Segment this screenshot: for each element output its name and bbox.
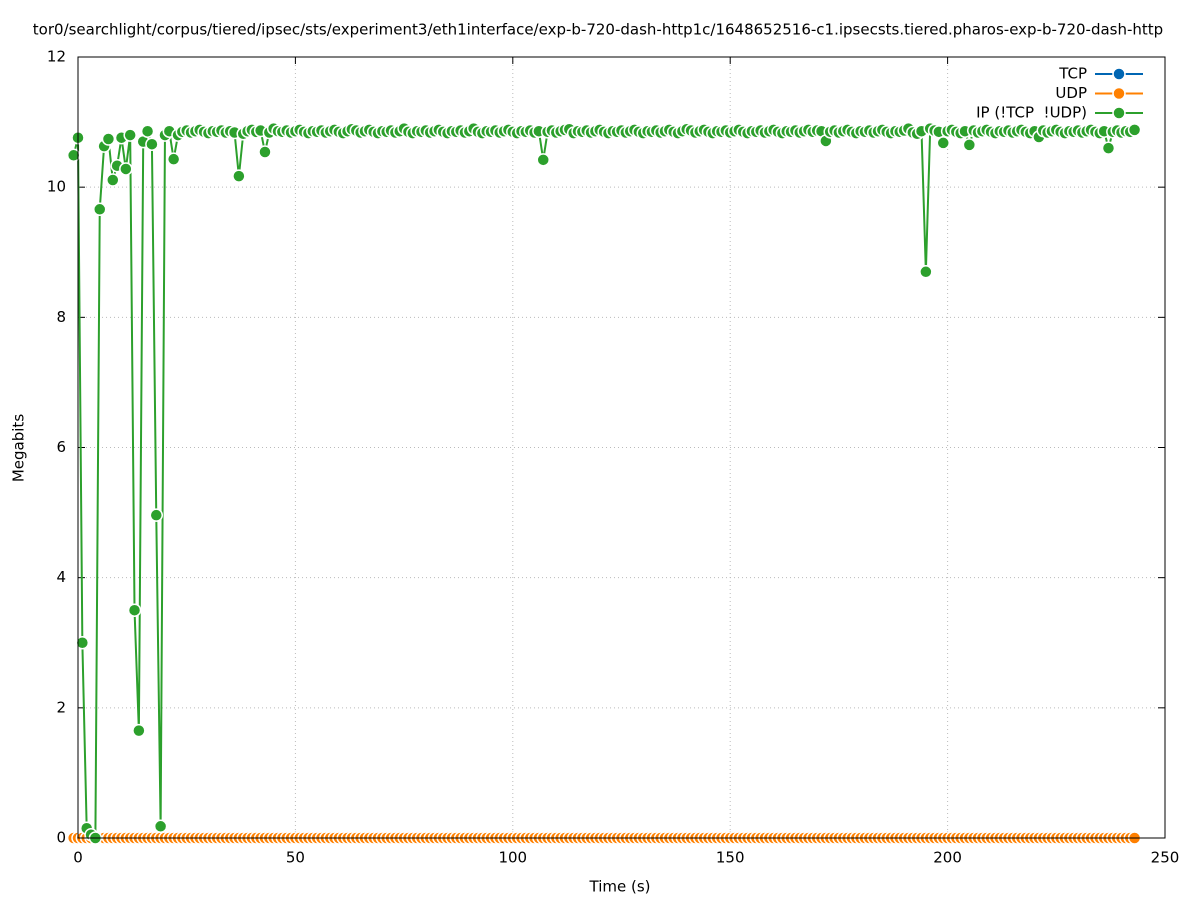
data-point	[145, 137, 159, 151]
x-tick-label: 150	[716, 849, 745, 867]
data-point	[66, 148, 81, 163]
x-tick-label: 250	[1151, 849, 1180, 867]
y-tick-label: 12	[47, 48, 66, 66]
legend-marker	[1112, 67, 1126, 81]
data-point	[153, 819, 168, 834]
data-point	[119, 162, 133, 176]
data-point	[140, 124, 155, 138]
data-point	[536, 153, 550, 167]
data-point	[149, 508, 164, 522]
data-point	[1127, 123, 1142, 137]
x-tick-label: 0	[73, 849, 83, 867]
data-point	[132, 723, 146, 738]
legend-label: IP (!TCP !UDP)	[976, 104, 1087, 122]
data-point	[166, 152, 181, 166]
data-point	[92, 202, 107, 217]
data-point	[232, 169, 246, 183]
data-point	[123, 128, 137, 142]
data-point	[962, 138, 977, 152]
data-point	[919, 265, 933, 279]
y-tick-label: 8	[56, 308, 66, 326]
legend-marker	[1112, 106, 1126, 120]
x-tick-label: 100	[498, 849, 527, 867]
plot-border	[77, 56, 1166, 839]
data-point	[106, 173, 120, 187]
data-point	[75, 636, 90, 650]
y-tick-label: 0	[56, 829, 66, 847]
data-point	[1101, 141, 1116, 155]
x-axis-label: Time (s)	[589, 878, 651, 896]
legend-label: TCP	[1058, 65, 1087, 83]
data-point	[258, 145, 272, 159]
y-tick-label: 6	[56, 438, 66, 456]
y-tick-label: 2	[56, 698, 66, 716]
data-point	[936, 136, 951, 150]
chart-title: tor0/searchlight/corpus/tiered/ipsec/sts…	[33, 21, 1163, 39]
x-tick-label: 200	[933, 849, 962, 867]
y-tick-label: 4	[56, 568, 66, 586]
data-point	[101, 132, 116, 146]
grid: 0 50 100 150 200 250 0 2 4 6 8 10 12	[47, 48, 1179, 867]
legend-label: UDP	[1055, 84, 1087, 102]
y-tick-label: 10	[47, 178, 66, 196]
legend-marker	[1112, 86, 1126, 101]
y-axis-label: Megabits	[10, 414, 28, 482]
data-point	[127, 603, 142, 617]
x-tick-label: 50	[286, 849, 305, 867]
